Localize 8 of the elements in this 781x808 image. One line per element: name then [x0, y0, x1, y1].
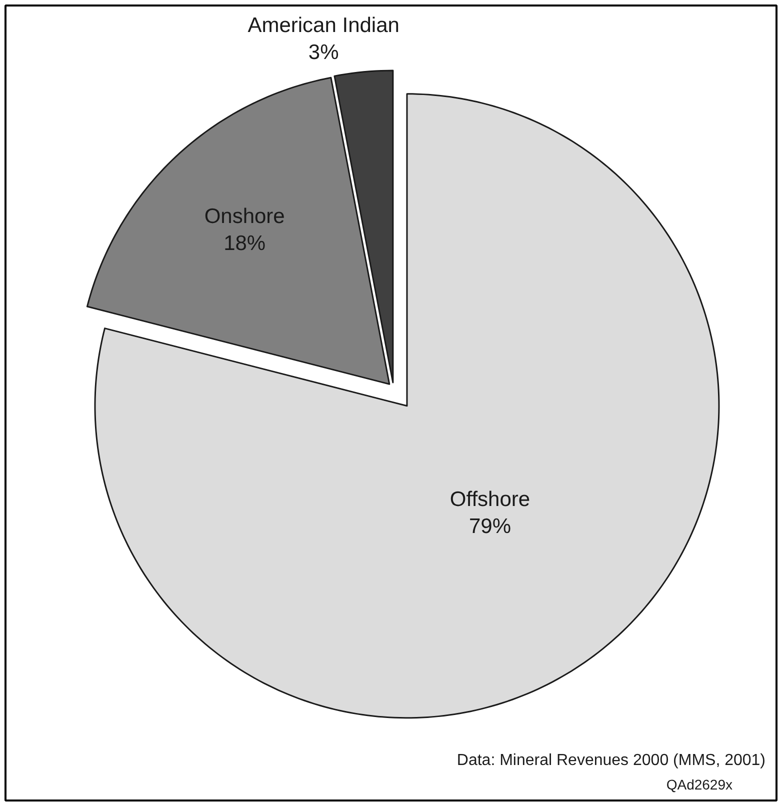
- slice-label: Onshore: [204, 204, 285, 228]
- data-label: 79%: [468, 514, 511, 538]
- text: Data: Mineral Revenues 2000 (MMS, 2001): [456, 752, 766, 769]
- data-label: 3%: [308, 41, 339, 64]
- slice-label: Offshore: [450, 488, 530, 511]
- data-label: 18%: [224, 232, 266, 255]
- text: QAd2629x: [666, 776, 733, 792]
- slice-label: American Indian: [248, 14, 400, 38]
